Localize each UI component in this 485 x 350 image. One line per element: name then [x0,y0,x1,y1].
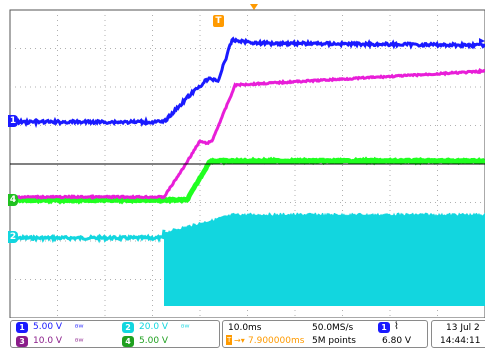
ch1-readout[interactable]: 1 5.00 V ᴮᵂ [16,321,83,334]
record-length: 5M points [312,336,356,346]
trigger-source-badge[interactable]: 1 [378,322,390,333]
date: 13 Jul 2 [446,323,480,333]
trigger-position-marker[interactable]: T [213,15,224,27]
waveform-traces [8,36,485,306]
ch4-scale: 5.00 V [139,336,169,346]
ch3-readout[interactable]: 3 10.0 V ᴮᵂ [16,335,83,348]
timebase-scale: 10.0ms [228,323,262,333]
ch3-badge: 3 [16,336,28,347]
graticule-overlays [10,38,485,165]
time: 14:44:11 [440,336,481,346]
trigger-arrow-icon [250,4,258,10]
ch2-scale: 20.0 V [139,322,169,332]
sample-rate: 50.0MS/s [312,323,354,333]
bandwidth-limit-icon: ᴮᵂ [181,323,190,332]
ch4-level-marker[interactable]: 4 [8,194,18,206]
trigger-position-value: 7.900000ms [248,336,305,346]
ch3-offscreen-icon [479,68,485,74]
channel-readout-panel [10,320,220,348]
trigger-delay-icon: T [226,335,233,345]
ch4-badge: 4 [122,336,134,347]
timebase-panel[interactable] [222,320,428,348]
ch2-badge: 2 [122,322,134,333]
ch2-readout[interactable]: 2 20.0 V ᴮᵂ [122,321,189,334]
ch4-trace [8,156,485,205]
ch1-trace [9,36,485,129]
ch3-scale: 10.0 V [33,336,63,346]
bandwidth-limit-icon: ᴮᵂ [75,323,84,332]
datetime-panel [431,320,485,348]
ch2-trace [9,229,166,244]
ch2-noise-band [164,212,485,306]
ch4-readout[interactable]: 4 5.00 V [122,335,181,348]
ch1-offscreen-icon [479,38,485,44]
ch1-badge: 1 [16,322,28,333]
status-bar [0,318,485,350]
trigger-level: 6.80 V [382,336,412,346]
ch2-level-marker[interactable]: 2 [8,231,18,243]
ch3-trace [9,68,485,201]
bandwidth-limit-icon: ᴮᵂ [75,337,84,346]
ch1-scale: 5.00 V [33,322,63,332]
ch1-level-marker[interactable]: 1 [8,115,18,127]
trigger-position-arrow: →▾ [234,336,245,345]
rising-edge-icon: ⌇ [394,321,399,332]
